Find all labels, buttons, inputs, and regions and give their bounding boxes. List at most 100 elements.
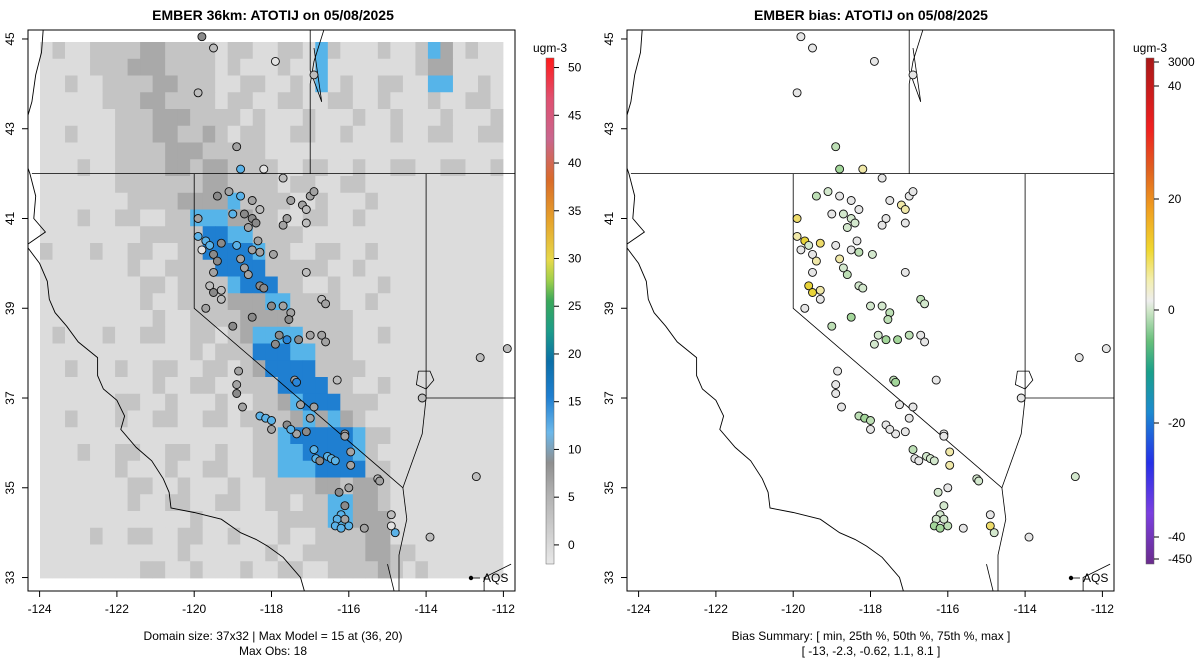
- grid-cell: [427, 142, 441, 160]
- grid-cell: [340, 276, 354, 294]
- grid-cell: [140, 159, 154, 177]
- x-tick-label: -116: [337, 602, 360, 616]
- grid-cell: [265, 310, 279, 328]
- grid-cell: [477, 75, 491, 93]
- grid-cell: [127, 75, 141, 93]
- colorbar-tick-label: 3000: [1168, 55, 1195, 69]
- grid-cell: [90, 460, 103, 478]
- station-marker: [243, 270, 253, 280]
- station-marker: [842, 270, 852, 280]
- grid-cell: [465, 427, 479, 445]
- grid-cell: [340, 293, 354, 311]
- grid-cell: [302, 42, 316, 60]
- grid-cell: [415, 75, 429, 93]
- station-marker: [811, 256, 821, 266]
- grid-cell: [165, 544, 179, 562]
- grid-cell: [315, 58, 329, 76]
- station-marker: [831, 240, 841, 250]
- grid-cell: [165, 109, 179, 127]
- grid-cell: [90, 176, 103, 194]
- grid-cell: [152, 561, 166, 579]
- station-marker: [425, 532, 435, 542]
- left-legend-label: AQS: [483, 571, 508, 585]
- x-tick-label: -112: [1091, 602, 1114, 616]
- grid-cell: [202, 527, 216, 545]
- grid-cell: [102, 58, 116, 76]
- grid-cell: [65, 142, 78, 160]
- grid-cell: [452, 125, 466, 143]
- grid-cell: [215, 377, 229, 395]
- grid-cell: [165, 511, 179, 529]
- grid-cell: [227, 460, 241, 478]
- station-marker: [881, 214, 891, 223]
- grid-cell: [440, 427, 454, 445]
- grid-cell: [452, 477, 466, 495]
- station-marker: [332, 375, 342, 385]
- grid-cell: [352, 427, 366, 445]
- grid-cell: [215, 544, 229, 562]
- grid-cell: [465, 159, 479, 177]
- station-marker: [808, 43, 817, 53]
- grid-cell: [65, 511, 78, 529]
- station-marker: [792, 88, 802, 98]
- station-marker: [212, 256, 222, 266]
- grid-cell: [302, 92, 316, 110]
- grid-cell: [215, 209, 229, 227]
- grid-cell: [265, 393, 279, 411]
- grid-cell: [390, 176, 404, 194]
- station-marker: [958, 523, 968, 533]
- x-tick-label: -122: [704, 602, 728, 616]
- grid-cell: [65, 393, 78, 411]
- grid-cell: [477, 58, 491, 76]
- grid-cell: [52, 561, 66, 579]
- grid-cell: [127, 511, 141, 529]
- station-marker: [232, 380, 242, 390]
- grid-cell: [327, 159, 341, 177]
- grid-cell: [52, 511, 66, 529]
- grid-cell: [65, 159, 78, 177]
- state-border: [394, 590, 399, 591]
- grid-cell: [402, 494, 416, 512]
- grid-cell: [190, 259, 204, 277]
- grid-cell: [315, 226, 329, 244]
- grid-cell: [40, 293, 53, 311]
- grid-cell: [190, 343, 204, 361]
- station-marker: [294, 335, 304, 345]
- x-tick-label: -124: [28, 602, 52, 616]
- grid-cell: [227, 494, 241, 512]
- grid-cell: [177, 343, 191, 361]
- grid-cell: [190, 276, 204, 294]
- grid-cell: [390, 293, 404, 311]
- station-marker: [796, 245, 806, 255]
- grid-cell: [252, 527, 266, 545]
- grid-cell: [427, 259, 441, 277]
- station-marker: [846, 245, 856, 255]
- grid-cell: [102, 377, 116, 395]
- grid-cell: [102, 192, 116, 210]
- station-marker: [908, 187, 918, 197]
- grid-cell: [477, 393, 491, 411]
- grid-cell: [340, 209, 354, 227]
- grid-cell: [377, 58, 391, 76]
- grid-cell: [390, 226, 404, 244]
- station-marker: [827, 321, 837, 331]
- grid-cell: [90, 293, 103, 311]
- grid-cell: [227, 226, 241, 244]
- grid-cell: [65, 360, 78, 378]
- grid-cell: [465, 360, 479, 378]
- grid-cell: [115, 176, 128, 194]
- left-panel: EMBER 36km: ATOTIJ on 05/08/2025 -124 -12…: [3, 7, 516, 658]
- grid-cell: [227, 42, 241, 60]
- grid-cell: [402, 360, 416, 378]
- grid-cell: [165, 310, 179, 328]
- grid-cell: [152, 410, 166, 428]
- grid-cell: [102, 92, 116, 110]
- grid-cell: [215, 561, 229, 579]
- grid-cell: [240, 58, 254, 76]
- grid-cell: [440, 460, 454, 478]
- station-marker: [247, 312, 257, 322]
- grid-cell: [427, 360, 441, 378]
- left-x-axis: -124 -122 -120 -118 -116 -114 -112: [28, 591, 515, 616]
- grid-cell: [340, 243, 354, 261]
- grid-cell: [177, 460, 191, 478]
